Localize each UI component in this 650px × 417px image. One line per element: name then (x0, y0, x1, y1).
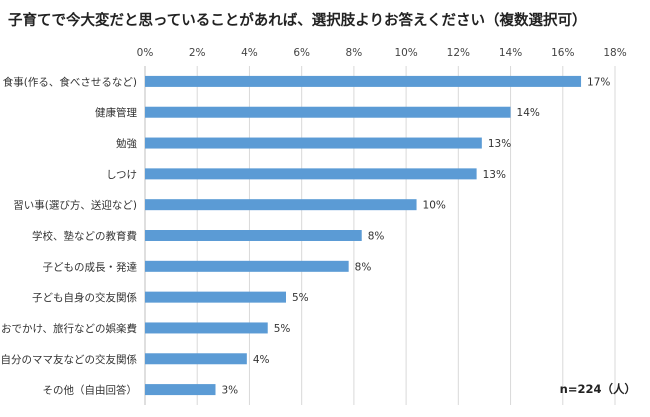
data-label: 13% (488, 138, 511, 150)
data-label: 10% (423, 200, 446, 212)
data-label: 3% (222, 385, 239, 397)
x-tick-label: 18% (603, 47, 626, 59)
bar (145, 137, 482, 149)
x-tick-label: 4% (241, 47, 258, 59)
bar (145, 322, 268, 334)
category-label: 勉強 (116, 137, 137, 150)
x-tick-label: 14% (499, 47, 522, 59)
category-label: 子どもの成長・発達 (43, 260, 138, 273)
category-label: 健康管理 (95, 106, 137, 119)
sample-size-note: n=224（人） (559, 382, 636, 396)
data-label: 4% (253, 354, 270, 366)
x-tick-label: 2% (189, 47, 206, 59)
bar (145, 260, 349, 272)
data-label: 5% (274, 323, 291, 335)
category-label: おでかけ、旅行などの娯楽費 (1, 322, 137, 335)
category-label: その他（自由回答） (43, 384, 138, 397)
x-tick-label: 6% (293, 47, 310, 59)
data-label: 8% (368, 231, 385, 243)
bar (145, 353, 247, 365)
category-label: 学校、塾などの教育費 (32, 230, 137, 243)
category-label: しつけ (106, 169, 137, 181)
bar (145, 75, 582, 87)
category-label: 食事(作る、食べさせるなど) (3, 75, 137, 88)
x-tick-label: 10% (394, 47, 417, 59)
data-label: 13% (483, 169, 506, 181)
category-label: 習い事(選び方、送迎など) (13, 199, 137, 212)
bar (145, 384, 216, 396)
data-label: 8% (355, 261, 372, 273)
bar (145, 106, 511, 118)
data-label: 5% (292, 292, 309, 304)
x-tick-label: 0% (137, 47, 154, 59)
category-label: 自分のママ友などの交友関係 (1, 353, 138, 366)
category-label: 子ども自身の交友関係 (32, 291, 137, 304)
bar (145, 291, 286, 303)
data-label: 14% (517, 107, 540, 119)
data-label: 17% (587, 76, 610, 88)
chart-title: 子育てで今大変だと思っていることがあれば、選択肢よりお答えください（複数選択可） (8, 13, 587, 29)
x-tick-label: 16% (551, 47, 574, 59)
x-tick-label: 8% (346, 47, 363, 59)
bar (145, 168, 477, 180)
x-tick-label: 12% (447, 47, 470, 59)
bar (145, 199, 417, 211)
bar (145, 230, 362, 241)
